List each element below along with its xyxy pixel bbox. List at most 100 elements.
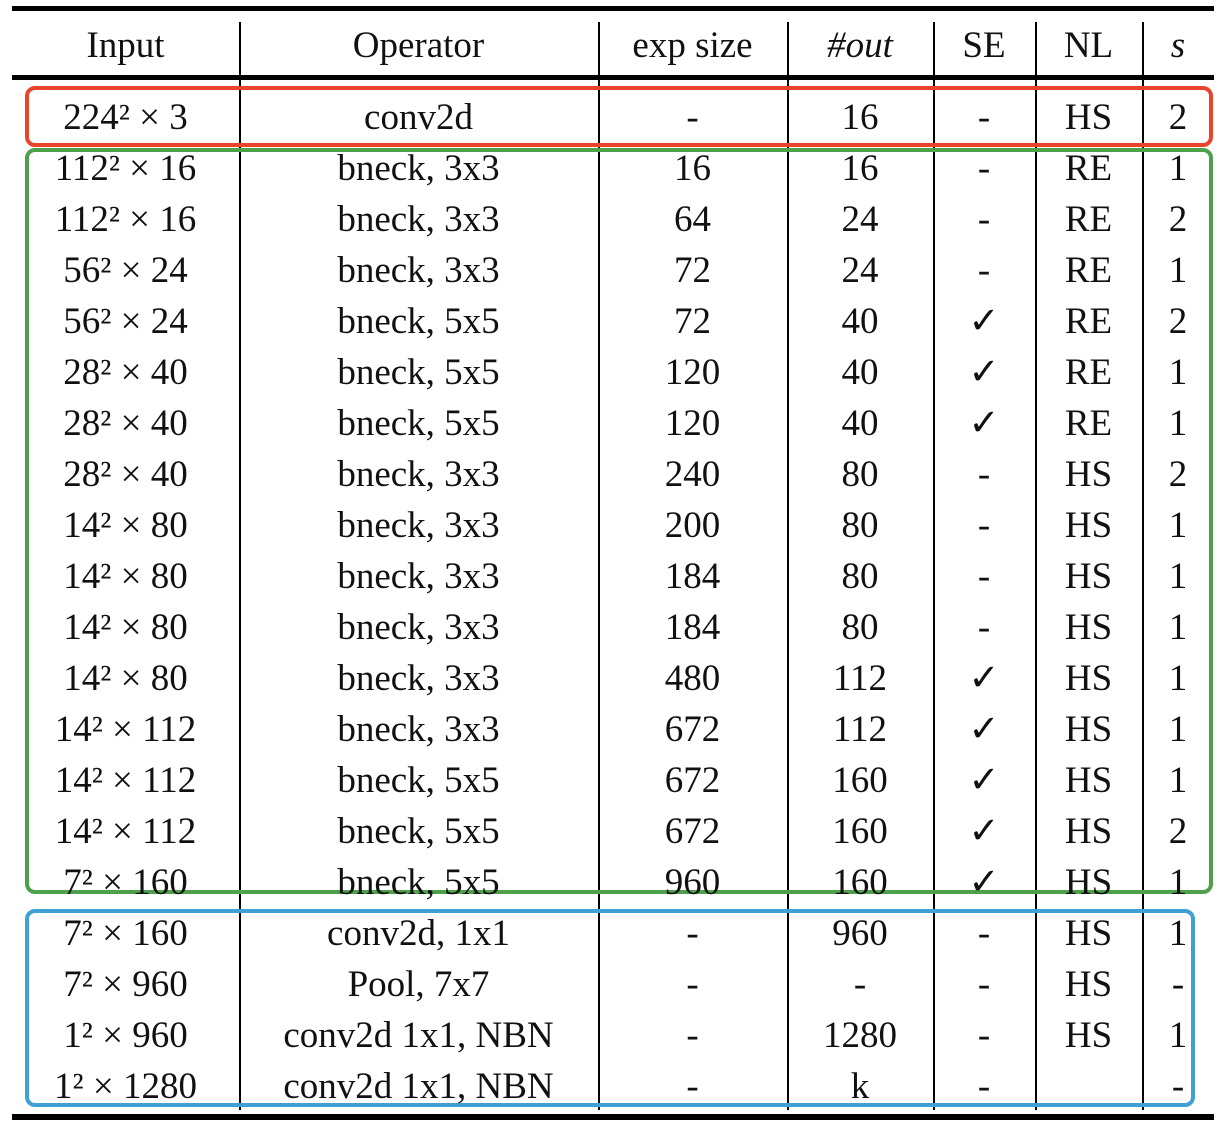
table-cell: - — [977, 1066, 991, 1107]
highlight-box-green — [25, 148, 1213, 894]
table-cell: HS — [1064, 556, 1113, 597]
table-cell: 14² × 80 — [63, 556, 188, 597]
table-cell: 28² × 40 — [63, 403, 188, 444]
table-cell: 7² × 960 — [63, 964, 188, 1005]
table-cell: HS — [1064, 607, 1113, 648]
table-cell: - — [686, 964, 699, 1005]
table-cell: 184 — [664, 607, 721, 648]
table-cell: ✓ — [968, 301, 1000, 342]
column-divider — [1142, 22, 1144, 1110]
table-cell: 184 — [664, 556, 721, 597]
table-cell: 28² × 40 — [63, 352, 188, 393]
table-cell: 14² × 112 — [54, 709, 197, 750]
table-cell: 672 — [664, 760, 721, 801]
table-cell: 64 — [674, 199, 711, 240]
table-cell: 160 — [832, 811, 888, 852]
table-cell: 672 — [664, 709, 721, 750]
table-cell: - — [977, 199, 991, 240]
table-cell: 1 — [1168, 862, 1188, 903]
table-cell: 24 — [841, 250, 879, 291]
table-cell: 2 — [1168, 454, 1188, 495]
table-cell: 56² × 24 — [63, 250, 188, 291]
table-cell: conv2d, 1x1 — [327, 913, 510, 954]
table-cell: 1 — [1168, 148, 1188, 189]
table-cell: - — [1171, 964, 1185, 1005]
table-cell: 40 — [841, 352, 879, 393]
table-cell: 24 — [841, 199, 879, 240]
table-cell: HS — [1064, 913, 1113, 954]
table-cell: 14² × 112 — [54, 811, 197, 852]
table-cell: 80 — [841, 556, 879, 597]
table-cell: 14² × 112 — [54, 760, 197, 801]
table-cell: 14² × 80 — [63, 658, 188, 699]
table-cell: 112 — [832, 709, 888, 750]
table-cell: 1 — [1168, 760, 1188, 801]
table-cell: 1 — [1168, 607, 1188, 648]
table-cell: Pool, 7x7 — [347, 964, 490, 1005]
table-cell: bneck, 3x3 — [337, 454, 500, 495]
table-cell: HS — [1064, 1015, 1113, 1056]
column-divider — [787, 22, 789, 1110]
table-cell: 72 — [674, 301, 711, 342]
table-cell: 1 — [1168, 352, 1188, 393]
table-cell: ✓ — [968, 352, 1000, 393]
table-cell: k — [850, 1066, 870, 1107]
table-cell: bneck, 3x3 — [337, 199, 500, 240]
table-cell: 14² × 80 — [63, 607, 188, 648]
table-cell: bneck, 3x3 — [337, 505, 500, 546]
table-cell: 112² × 16 — [54, 148, 197, 189]
table-cell: 1280 — [823, 1015, 897, 1056]
table-cell: HS — [1064, 964, 1113, 1005]
table-cell: 7² × 160 — [63, 862, 188, 903]
table-cell: - — [977, 454, 991, 495]
table-cell: 16 — [841, 148, 879, 189]
table-cell: 160 — [832, 760, 888, 801]
table-cell: bneck, 3x3 — [337, 709, 500, 750]
table-cell: RE — [1064, 403, 1113, 444]
table-cell: - — [686, 97, 699, 138]
table-cell: - — [686, 1015, 699, 1056]
table-cell: HS — [1064, 658, 1113, 699]
header-rule — [12, 75, 1214, 80]
table-cell: 16 — [674, 148, 711, 189]
table-cell: 1 — [1168, 505, 1188, 546]
header-cell: Input — [86, 25, 165, 66]
table-cell: - — [1171, 1066, 1185, 1107]
column-divider — [239, 22, 241, 1110]
table-cell: 2 — [1168, 97, 1188, 138]
table-cell: 112 — [832, 658, 888, 699]
table-cell: 2 — [1168, 811, 1188, 852]
table-cell: HS — [1064, 454, 1113, 495]
table-cell: 72 — [674, 250, 711, 291]
highlight-box-blue — [25, 909, 1195, 1107]
table-cell: 1 — [1168, 1015, 1188, 1056]
table-cell: bneck, 3x3 — [337, 148, 500, 189]
table-cell: 960 — [832, 913, 888, 954]
header-cell: s — [1170, 25, 1186, 66]
table-cell: RE — [1064, 250, 1113, 291]
table-cell: - — [853, 964, 867, 1005]
table-cell: RE — [1064, 148, 1113, 189]
column-divider — [598, 22, 600, 1110]
table-cell: 1 — [1168, 709, 1188, 750]
table-cell: bneck, 3x3 — [337, 658, 500, 699]
table-cell: - — [977, 505, 991, 546]
table-cell: bneck, 5x5 — [337, 811, 500, 852]
table-cell: 200 — [664, 505, 721, 546]
table-cell: bneck, 5x5 — [337, 862, 500, 903]
table-cell: - — [977, 607, 991, 648]
table-cell: 14² × 80 — [63, 505, 188, 546]
table-cell: 240 — [664, 454, 721, 495]
table-cell: bneck, 3x3 — [337, 607, 500, 648]
table-cell: 56² × 24 — [63, 301, 188, 342]
header-cell: SE — [962, 25, 1006, 66]
table-cell: ✓ — [968, 658, 1000, 699]
header-cell: exp size — [632, 25, 753, 66]
table-cell: 2 — [1168, 199, 1188, 240]
table-cell: 112² × 16 — [54, 199, 197, 240]
table-cell: conv2d 1x1, NBN — [283, 1015, 554, 1056]
table-cell: bneck, 3x3 — [337, 556, 500, 597]
table-cell: 1 — [1168, 556, 1188, 597]
header-cell: NL — [1063, 25, 1114, 66]
